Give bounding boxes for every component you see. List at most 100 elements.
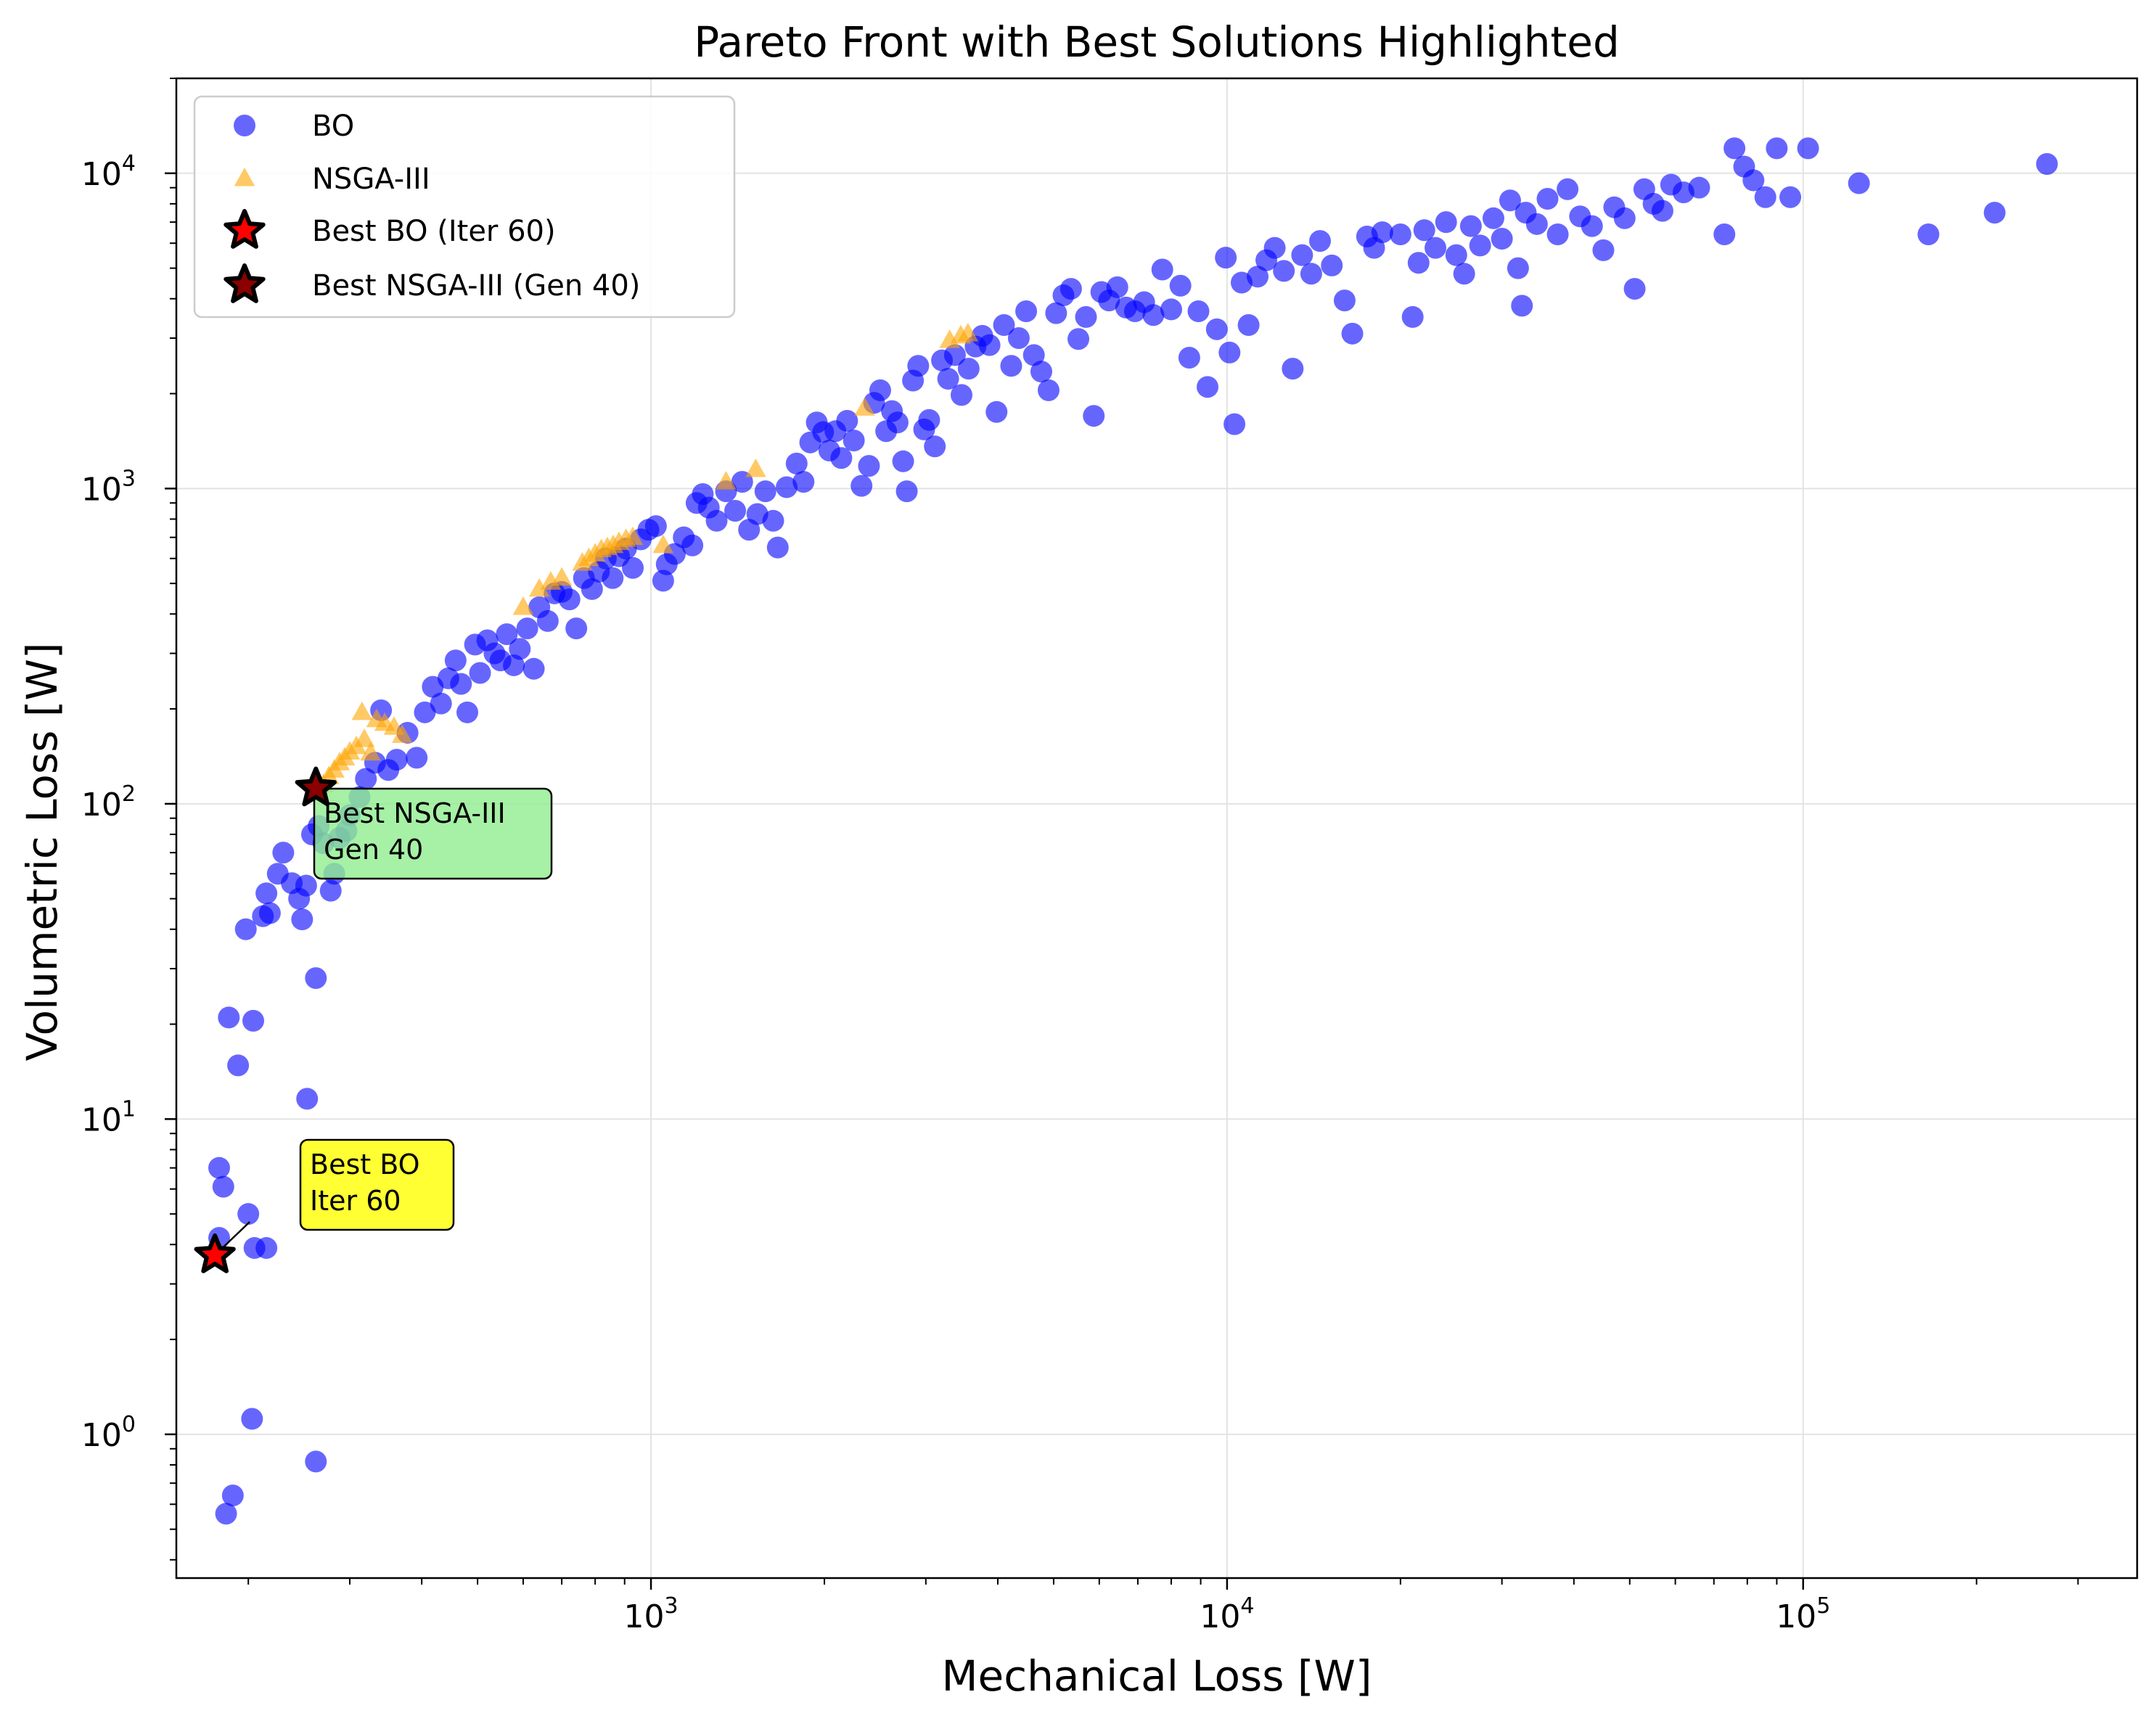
bo-point (1075, 305, 1097, 328)
bo-point (754, 480, 776, 503)
bo-point (385, 749, 408, 771)
bo-point (993, 314, 1015, 337)
bo-point (1779, 186, 1802, 208)
bo-point (1371, 221, 1393, 244)
bo-point (503, 654, 525, 676)
bo-point (957, 358, 980, 380)
bo-point (1205, 318, 1228, 340)
nsga-point (716, 471, 737, 490)
bo-point (1848, 172, 1870, 194)
bo-point (1007, 327, 1030, 350)
best-bo-star (194, 1233, 236, 1273)
y-tick-label: 100 (81, 1412, 136, 1454)
legend-label: BO (312, 110, 354, 143)
bo-point (218, 1006, 240, 1029)
bo-point (792, 471, 815, 493)
bo-point (1507, 257, 1529, 279)
bo-point (644, 515, 667, 538)
x-tick-label: 105 (1776, 1593, 1830, 1635)
bo-point (212, 1175, 234, 1198)
nsga-point (512, 596, 534, 615)
bo-point (565, 617, 588, 640)
nsga-point (622, 526, 644, 546)
bo-point (1321, 254, 1343, 276)
annotation-text-nsga: Gen 40 (324, 834, 423, 866)
bo-point (1581, 215, 1603, 237)
bo-point (602, 567, 624, 589)
annotation-box-nsga (313, 787, 553, 880)
legend-box (193, 95, 736, 319)
bo-point (950, 384, 972, 406)
bo-point (978, 334, 1001, 356)
best-nsga-star (295, 766, 337, 807)
bo-point (1151, 258, 1173, 281)
bo-point (1291, 244, 1313, 266)
bo-point (843, 430, 865, 452)
bo-point (1142, 304, 1165, 326)
legend: BO NSGA-III Best BO (Iter 60) Best NSGA-III… (193, 95, 736, 319)
bo-point (1401, 305, 1424, 328)
bo-point (705, 509, 728, 532)
bo-point (918, 408, 940, 431)
bo-point (895, 480, 918, 503)
bo-point (1413, 219, 1435, 242)
bo-point (1215, 247, 1237, 269)
nsga-point (745, 458, 766, 477)
bo-point (1435, 211, 1457, 234)
bo-point (255, 882, 278, 905)
bo-point (1592, 239, 1615, 261)
y-tick-label: 102 (81, 781, 136, 823)
bo-point (1917, 223, 1940, 246)
bo-point (1160, 298, 1182, 321)
nsga-point (957, 322, 979, 342)
bo-point (1067, 328, 1090, 350)
bo-point (1499, 189, 1521, 212)
bo-point (836, 409, 858, 432)
annotation-text-nsga: Best NSGA-III (324, 797, 506, 829)
bo-point (766, 536, 789, 559)
bo-point (1491, 228, 1513, 250)
data-points (208, 137, 2058, 1525)
y-tick-label: 104 (81, 151, 136, 193)
bo-point (1482, 207, 1504, 229)
legend-label: Best BO (Iter 60) (312, 215, 556, 248)
bo-point (1218, 341, 1241, 363)
bo-point (536, 609, 559, 632)
bo-point (1197, 376, 1219, 398)
bo-point (1723, 137, 1746, 160)
bo-point (652, 570, 674, 592)
bo-point (221, 1484, 244, 1507)
bo-point (937, 367, 959, 390)
nsga-point (551, 567, 573, 586)
bo-point (558, 588, 581, 611)
bo-point (1536, 187, 1559, 210)
bo-point (1511, 295, 1533, 317)
bo-point (2036, 153, 2058, 176)
nsga-point (360, 742, 381, 761)
bo-point (1341, 322, 1364, 345)
bo-point (1106, 276, 1128, 298)
bo-point (1469, 234, 1491, 257)
bo-point (450, 673, 472, 695)
bo-point (1688, 176, 1710, 199)
legend-label: Best NSGA-III (Gen 40) (312, 269, 640, 303)
bo-point (1525, 213, 1548, 235)
bo-point (1273, 260, 1295, 282)
bo-point (1623, 278, 1646, 300)
y-tick-label: 103 (81, 466, 136, 508)
bo-point (907, 355, 930, 377)
annotation-box-bo (299, 1138, 455, 1231)
annotation-text-bo: Iter 60 (310, 1185, 401, 1217)
bo-point (355, 768, 377, 790)
bo-point (1000, 355, 1022, 377)
bo-point (496, 623, 518, 646)
bo-point (1308, 230, 1331, 252)
bo-point (1300, 263, 1322, 285)
bo-point (296, 1088, 319, 1110)
nsga-point (353, 728, 375, 747)
nsga-point (854, 397, 875, 416)
y-axis-title: Volumetric Loss [W] (17, 643, 67, 1061)
bo-point (1407, 252, 1430, 274)
bo-point (776, 476, 798, 498)
